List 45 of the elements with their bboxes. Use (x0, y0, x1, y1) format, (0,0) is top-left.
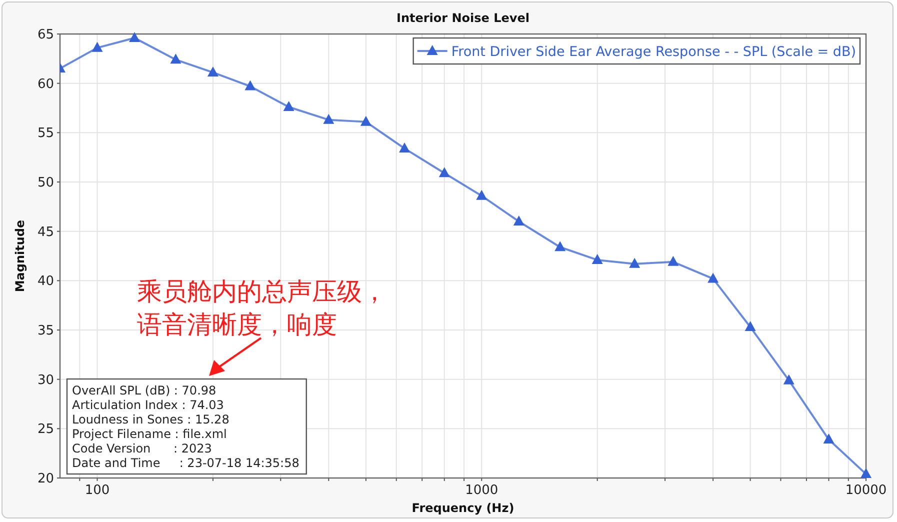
annotation: Code Version : 2023 (72, 442, 212, 456)
point (438, 167, 450, 178)
point (476, 190, 488, 200)
point (708, 272, 719, 283)
legend: Front Driver Side Ear Average Response - - SPL (Scale = dB) (412, 37, 861, 65)
y-tick-label: 25 (37, 422, 54, 438)
x-tick-label: 1000 (465, 483, 498, 498)
x-tick-label: 10000 (845, 483, 887, 498)
point (823, 434, 834, 444)
point (783, 374, 794, 384)
point (592, 254, 603, 264)
y-tick-label: 35 (37, 324, 54, 338)
y-tick-label: 40 (37, 274, 54, 290)
annotation: Project Filename : file.xml (72, 427, 227, 441)
point (360, 116, 372, 126)
point (744, 321, 756, 332)
annotation: Articulation Index : 74.03 (72, 398, 224, 412)
point (244, 80, 256, 90)
point (129, 32, 140, 42)
point (283, 101, 294, 112)
y-tick-label: 60 (37, 76, 54, 92)
x-tick-label: 100 (84, 483, 110, 498)
x-axis-title: Frequency (Hz) (412, 501, 514, 515)
y-tick-label: 50 (37, 176, 54, 190)
point (207, 66, 218, 76)
annotation: Loudness in Sones : 15.28 (72, 412, 230, 426)
annotation: Date and Time : 23-07-18 14:35:58 (72, 456, 300, 470)
y-tick-label: 30 (37, 372, 54, 388)
point (668, 256, 679, 266)
y-tick-label: 55 (37, 126, 54, 142)
point (513, 215, 524, 226)
y-axis-title: Magnitude (13, 220, 27, 292)
y-tick-label: 45 (37, 224, 54, 240)
chart-title: Interior Noise Level (396, 11, 530, 25)
point (92, 42, 103, 52)
y-tick-label: 65 (37, 28, 54, 42)
annotation: OverAll SPL (dB) : 70.98 (72, 384, 216, 398)
annotation: 语音清晰度，响度 (137, 311, 337, 339)
y-tick-label: 20 (37, 472, 54, 486)
point (323, 114, 334, 124)
point (398, 142, 410, 152)
legend-label: Front Driver Side Ear Average Response - - SPL (Scale = dB) (451, 44, 856, 60)
point (629, 258, 640, 268)
annotation: 乘员舱内的总声压级， (137, 278, 387, 306)
point (860, 468, 872, 478)
